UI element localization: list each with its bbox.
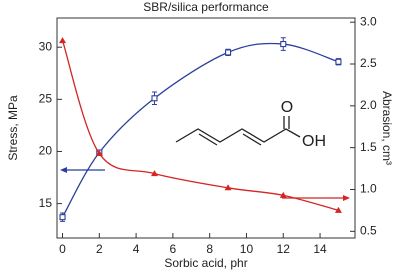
y2-tick-label: 1.0 [360,182,377,196]
y2-axis-label: Abrasion, cm³ [380,91,394,165]
marker [335,58,342,65]
y-tick-label: 15 [39,196,53,210]
marker [280,41,287,48]
x-tick-label: 6 [170,242,177,256]
x-tick-label: 12 [277,242,291,256]
y2-tick-label: 2.0 [360,98,377,112]
x-tick-label: 0 [59,242,66,256]
x-tick-label: 14 [313,242,327,256]
y-tick-label: 25 [39,91,53,105]
molecule-label: OH [302,133,326,150]
y-tick-label: 30 [39,39,53,53]
x-axis-label: Sorbic acid, phr [164,256,247,270]
x-tick-label: 4 [133,242,140,256]
marker [334,206,342,213]
marker [59,37,67,44]
y-tick-label: 20 [39,144,53,158]
y2-tick-label: 0.5 [360,223,377,237]
molecule [175,116,301,146]
marker [224,184,232,191]
y2-tick-label: 2.5 [360,56,377,70]
marker [150,170,158,177]
marker [225,49,232,56]
y2-tick-label: 1.5 [360,140,377,154]
marker [279,191,287,198]
marker [59,214,66,221]
marker [151,95,158,102]
y2-tick-label: 3.0 [360,14,377,28]
x-tick-label: 8 [206,242,213,256]
chart-title: SBR/silica performance [143,0,269,14]
molecule-label: O [281,99,293,116]
marker [95,150,103,157]
y-axis-label: Stress, MPa [6,95,20,161]
x-tick-label: 2 [96,242,103,256]
x-tick-label: 10 [240,242,254,256]
plot-frame [56,17,356,239]
